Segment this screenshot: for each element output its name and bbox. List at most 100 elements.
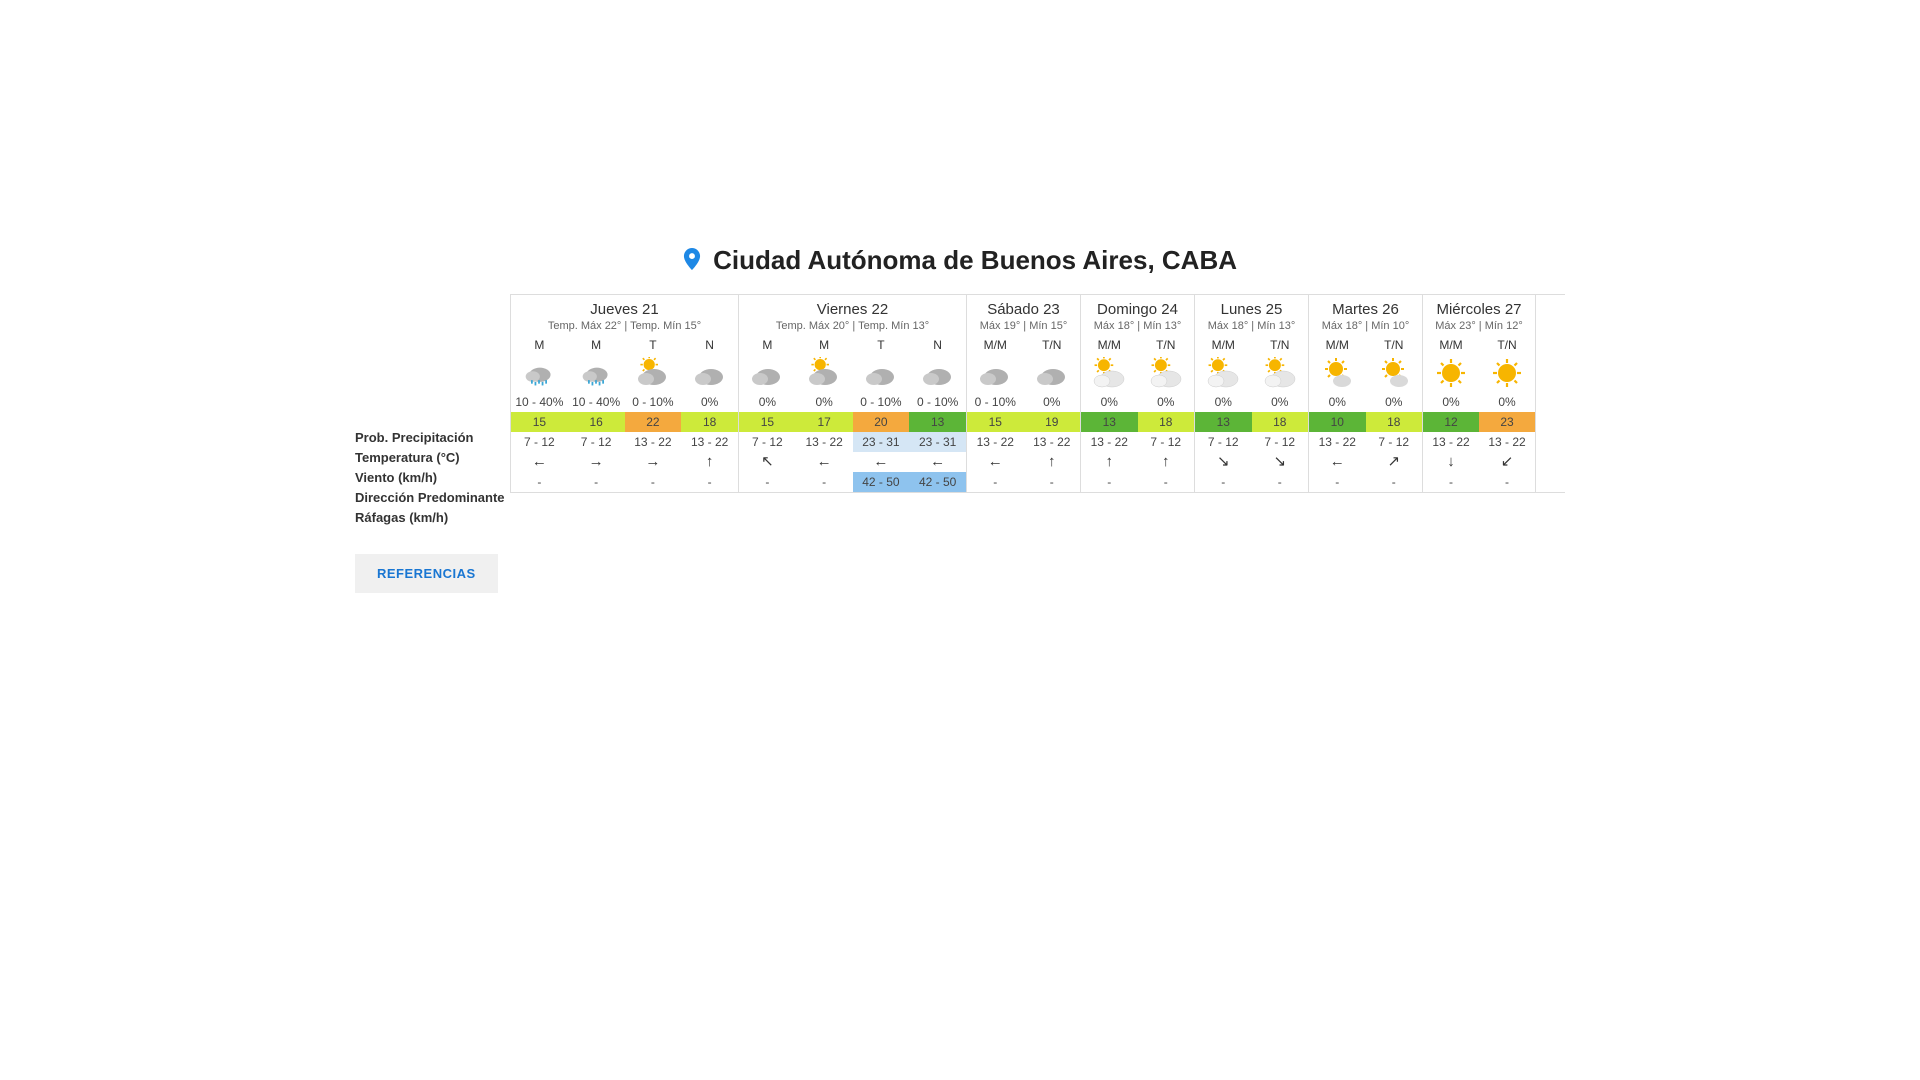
location-pin-icon [683, 250, 707, 275]
weather-icon [739, 354, 796, 392]
temp-value: 15 [511, 412, 568, 432]
weather-icon [625, 354, 682, 392]
day-header: Martes 26Máx 18° | Mín 10° [1309, 295, 1422, 334]
gust-value: - [511, 472, 568, 492]
location-title-row: Ciudad Autónoma de Buenos Aires, CABA [355, 245, 1565, 276]
day-header: Sábado 23 Máx 19° | Mín 15° [967, 295, 1080, 334]
weather-icon [796, 354, 853, 392]
weather-icon [1252, 354, 1309, 392]
period-column: M10 - 40%157 - 12←- [511, 334, 568, 492]
wind-value: 23 - 31 [909, 432, 966, 452]
day-name: Sábado 23 [971, 301, 1076, 318]
weather-icon [1081, 354, 1138, 392]
wind-value: 13 - 22 [1081, 432, 1138, 452]
period-column: M10 - 40%167 - 12→- [568, 334, 625, 492]
wind-value: 13 - 22 [1309, 432, 1366, 452]
period-label: T/N [1366, 334, 1423, 354]
precip-value: 0 - 10% [967, 392, 1024, 412]
gust-value: - [967, 472, 1024, 492]
weather-icon [681, 354, 738, 392]
weather-icon [967, 354, 1024, 392]
precip-value: 0% [1081, 392, 1138, 412]
day-header: Miércoles 27Máx 23° | Mín 12° [1423, 295, 1535, 334]
precip-value: 10 - 40% [568, 392, 625, 412]
wind-value: 7 - 12 [511, 432, 568, 452]
wind-value: 13 - 22 [1423, 432, 1479, 452]
temp-value: 15 [739, 412, 796, 432]
references-button[interactable]: REFERENCIAS [355, 554, 498, 593]
periods-row: M10 - 40%157 - 12←-M10 - 40%167 - 12→-T0… [511, 334, 738, 492]
weather-forecast-panel: Ciudad Autónoma de Buenos Aires, CABA Pr… [355, 245, 1565, 593]
periods-row: M/M0%1013 - 22←-T/N0%187 - 12↗- [1309, 334, 1422, 492]
gust-value: - [1024, 472, 1081, 492]
temp-value: 17 [796, 412, 853, 432]
label-gust: Ráfagas (km/h) [355, 508, 510, 528]
wind-direction-icon: → [568, 452, 625, 472]
temp-value: 20 [853, 412, 910, 432]
precip-value: 0% [739, 392, 796, 412]
precip-value: 0 - 10% [909, 392, 966, 412]
temp-value: 13 [909, 412, 966, 432]
wind-value: 13 - 22 [1024, 432, 1081, 452]
gust-value: 42 - 50 [909, 472, 966, 492]
gust-value: - [796, 472, 853, 492]
day-temp-summary: Máx 19° | Mín 15° [971, 320, 1076, 332]
wind-direction-icon: ↙ [1479, 452, 1535, 472]
temp-value: 18 [1252, 412, 1309, 432]
gust-value: - [1252, 472, 1309, 492]
temp-value: 15 [967, 412, 1024, 432]
period-label: M [796, 334, 853, 354]
label-dir: Dirección Predominante [355, 488, 510, 508]
wind-value: 13 - 22 [967, 432, 1024, 452]
wind-direction-icon: ← [909, 452, 966, 472]
day-column: Sábado 23Máx 19° | Mín 15°M/M0 - 10%1513… [966, 295, 1080, 492]
day-temp-summary: Máx 18° | Mín 13° [1199, 320, 1304, 332]
temp-value: 23 [1479, 412, 1535, 432]
wind-value: 7 - 12 [739, 432, 796, 452]
wind-value: 13 - 22 [1479, 432, 1535, 452]
period-column: T0 - 10%2213 - 22→- [625, 334, 682, 492]
wind-direction-icon: ← [967, 452, 1024, 472]
day-name: Lunes 25 [1199, 301, 1304, 318]
period-label: M/M [1309, 334, 1366, 354]
temp-value: 19 [1024, 412, 1081, 432]
precip-value: 0% [1024, 392, 1081, 412]
day-column: Miércoles 27Máx 23° | Mín 12°M/M0%1213 -… [1422, 295, 1536, 492]
precip-value: 0 - 10% [625, 392, 682, 412]
wind-value: 13 - 22 [796, 432, 853, 452]
period-column: M/M0%1213 - 22↓- [1423, 334, 1479, 492]
temp-value: 12 [1423, 412, 1479, 432]
day-column: Lunes 25Máx 18° | Mín 13°M/M0%137 - 12↘-… [1194, 295, 1308, 492]
precip-value: 0% [1366, 392, 1423, 412]
weather-icon [1024, 354, 1081, 392]
period-label: M/M [1423, 334, 1479, 354]
wind-direction-icon: ↑ [1024, 452, 1081, 472]
day-column: Viernes 22Temp. Máx 20° | Temp. Mín 13°M… [738, 295, 966, 492]
label-wind: Viento (km/h) [355, 468, 510, 488]
day-temp-summary: Temp. Máx 22° | Temp. Mín 15° [515, 320, 734, 332]
periods-row: M/M0%1213 - 22↓-T/N0%2313 - 22↙- [1423, 334, 1535, 492]
period-label: T [853, 334, 910, 354]
day-column: Domingo 24Máx 18° | Mín 13°M/M0%1313 - 2… [1080, 295, 1194, 492]
label-temp: Temperatura (°C) [355, 448, 510, 468]
gust-value: - [681, 472, 738, 492]
wind-direction-icon: ↗ [1366, 452, 1423, 472]
weather-icon [1195, 354, 1252, 392]
wind-value: 23 - 31 [853, 432, 910, 452]
period-column: T/N0%187 - 12↗- [1366, 334, 1423, 492]
gust-value: - [1138, 472, 1195, 492]
precip-value: 0% [1479, 392, 1535, 412]
period-label: T/N [1479, 334, 1535, 354]
wind-value: 7 - 12 [1138, 432, 1195, 452]
period-column: N0 - 10%1323 - 31←42 - 50 [909, 334, 966, 492]
temp-value: 18 [1366, 412, 1423, 432]
period-column: T0 - 10%2023 - 31←42 - 50 [853, 334, 910, 492]
forecast-wrapper: Prob. Precipitación Temperatura (°C) Vie… [355, 294, 1565, 528]
day-temp-summary: Máx 18° | Mín 10° [1313, 320, 1418, 332]
gust-value: - [1081, 472, 1138, 492]
gust-value: - [739, 472, 796, 492]
gust-value: - [1309, 472, 1366, 492]
day-temp-summary: Máx 18° | Mín 13° [1085, 320, 1190, 332]
weather-icon [511, 354, 568, 392]
period-label: M/M [1081, 334, 1138, 354]
